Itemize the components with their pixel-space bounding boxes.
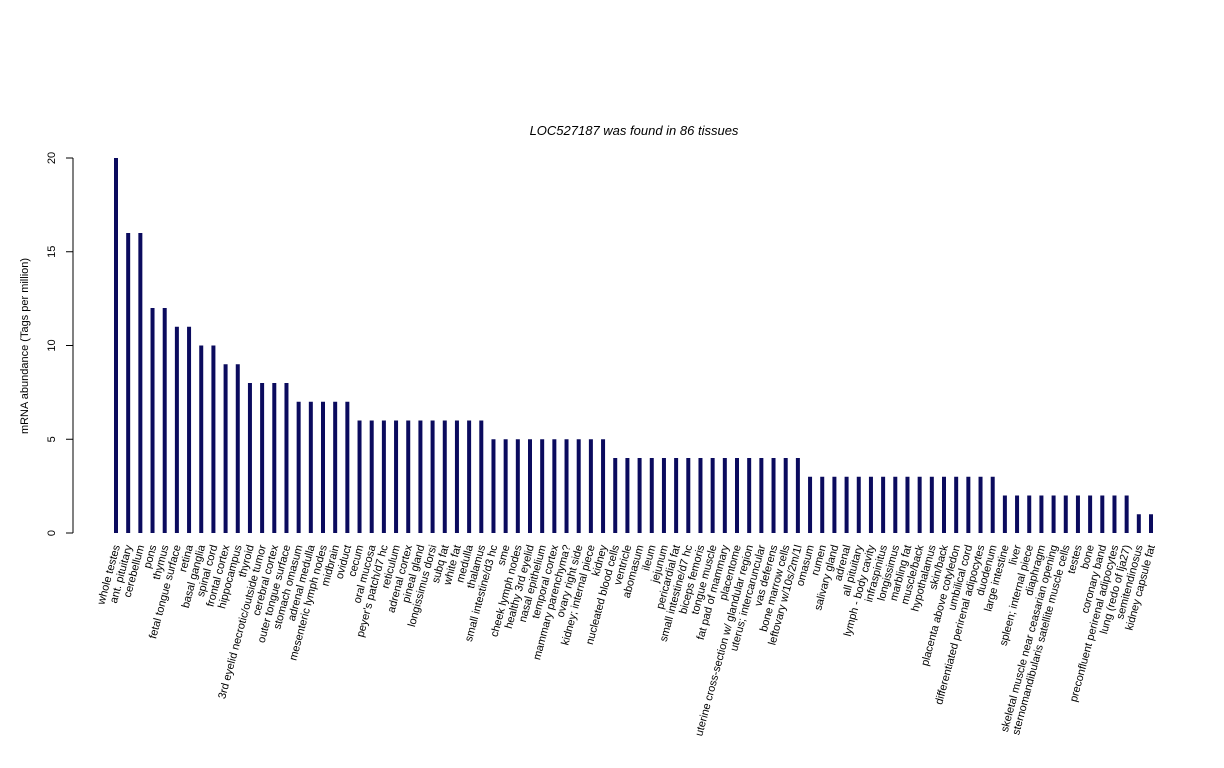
bar <box>868 476 873 533</box>
bar <box>856 476 861 533</box>
bar <box>1027 495 1032 533</box>
bar <box>223 364 228 533</box>
bar <box>783 458 788 533</box>
bar <box>357 420 362 533</box>
chart-title: LOC527187 was found in 86 tissues <box>530 123 739 138</box>
bar <box>418 420 423 533</box>
bar <box>613 458 618 533</box>
x-tick-label: liver <box>1007 543 1024 566</box>
bar <box>820 476 825 533</box>
bar <box>601 439 606 533</box>
bar <box>844 476 849 533</box>
bar <box>454 420 459 533</box>
bar <box>381 420 386 533</box>
bar <box>1136 514 1141 533</box>
bar <box>747 458 752 533</box>
bar <box>1002 495 1007 533</box>
bar <box>150 308 155 533</box>
bar <box>832 476 837 533</box>
bar <box>126 233 131 533</box>
bar <box>138 233 143 533</box>
y-tick-label: 10 <box>46 339 58 351</box>
bar <box>1149 514 1153 533</box>
bar <box>247 383 252 533</box>
bar <box>881 476 886 533</box>
bar <box>442 420 447 533</box>
bar <box>710 458 715 533</box>
y-axis-label: mRNA abundance (Tags per million) <box>19 258 31 434</box>
y-tick-label: 5 <box>46 436 58 442</box>
bar <box>942 476 946 533</box>
bar <box>1100 495 1105 533</box>
bar <box>990 476 995 533</box>
bar <box>308 401 313 533</box>
bar <box>284 383 289 533</box>
bar <box>1039 495 1044 533</box>
y-tick-label: 0 <box>46 530 58 536</box>
bar <box>808 476 813 533</box>
bar <box>722 458 727 533</box>
bar <box>114 158 118 533</box>
bar <box>199 345 204 533</box>
bar <box>893 476 898 533</box>
x-tick-label: sme <box>496 544 513 567</box>
bar <box>235 364 240 533</box>
bar <box>637 458 642 533</box>
bar <box>467 420 472 533</box>
bar <box>917 476 922 533</box>
bar <box>1015 495 1020 533</box>
bar <box>649 458 654 533</box>
bar <box>929 476 934 533</box>
bar <box>1088 495 1093 533</box>
bar <box>735 458 739 533</box>
bar <box>698 458 703 533</box>
bar <box>503 439 508 533</box>
bar <box>759 458 764 533</box>
bar <box>966 476 971 533</box>
bar <box>272 383 277 533</box>
y-tick-label: 15 <box>46 246 58 258</box>
bar <box>491 439 496 533</box>
bar <box>345 401 350 533</box>
bar <box>905 476 910 533</box>
bar <box>1051 495 1056 533</box>
bar <box>674 458 679 533</box>
bar <box>552 439 557 533</box>
bar <box>1063 495 1068 533</box>
bar <box>162 308 167 533</box>
bar <box>661 458 666 533</box>
bar <box>588 439 593 533</box>
bar <box>954 476 959 533</box>
bar <box>540 439 545 533</box>
bar <box>187 326 192 533</box>
bar <box>369 420 374 533</box>
bar <box>321 401 325 533</box>
bar <box>430 420 435 533</box>
y-tick-label: 20 <box>46 152 58 164</box>
bar <box>394 420 399 533</box>
bar <box>978 476 983 533</box>
bar <box>515 439 520 533</box>
bar <box>528 439 532 533</box>
bar <box>1075 495 1080 533</box>
bar <box>296 401 301 533</box>
bar <box>771 458 776 533</box>
bar <box>625 458 630 533</box>
bar <box>564 439 569 533</box>
bar <box>406 420 411 533</box>
bar <box>260 383 265 533</box>
bar <box>174 326 179 533</box>
bar <box>686 458 691 533</box>
bar <box>1112 495 1117 533</box>
bar <box>795 458 800 533</box>
bar <box>576 439 581 533</box>
bar <box>1124 495 1129 533</box>
bar <box>211 345 216 533</box>
bar <box>333 401 338 533</box>
bar <box>479 420 484 533</box>
